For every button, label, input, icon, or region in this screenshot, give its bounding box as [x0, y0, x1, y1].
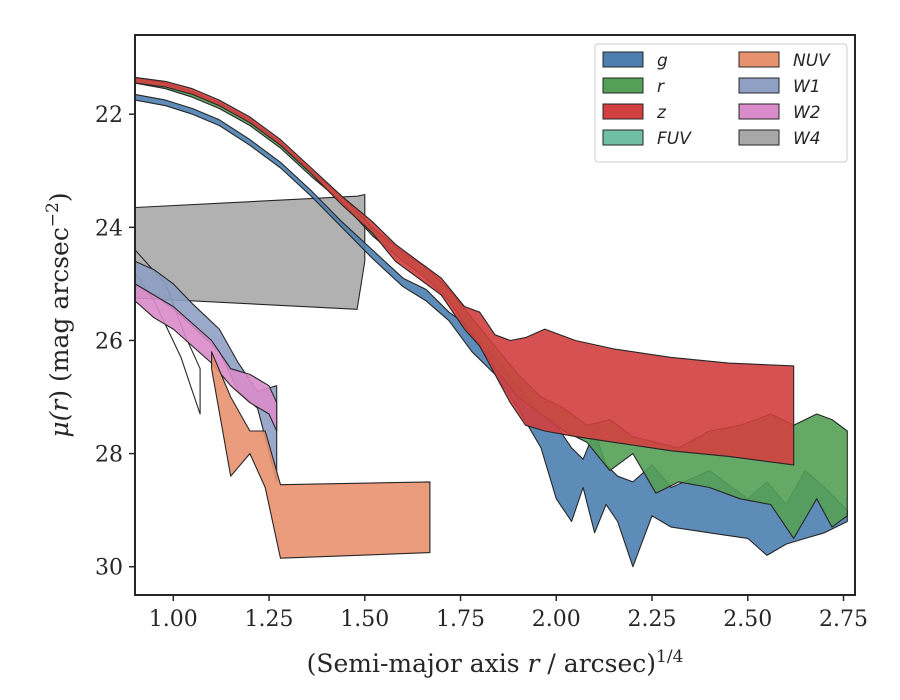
series-layer	[135, 76, 848, 568]
legend-label-z: z	[656, 103, 667, 123]
legend-swatch-w4	[738, 129, 780, 146]
x-tick-label: 2.75	[819, 607, 868, 632]
y-tick-label: 22	[95, 103, 123, 128]
y-tick-label: 28	[95, 443, 123, 468]
x-tick-label: 2.25	[628, 607, 677, 632]
legend-swatch-z	[602, 103, 644, 120]
series-band-nuv	[211, 351, 431, 559]
series-band-fuv	[135, 249, 201, 415]
legend-swatch-g	[602, 51, 644, 68]
legend-label-nuv: NUV	[793, 51, 831, 71]
series-band-w4	[135, 193, 366, 310]
x-tick-label: 2.50	[723, 607, 772, 632]
legend-label-fuv: FUV	[657, 129, 692, 149]
x-tick-label: 2.00	[532, 607, 581, 632]
legend-label-r: r	[657, 77, 665, 97]
x-tick-label: 1.50	[340, 607, 389, 632]
legend-swatch-r	[602, 77, 644, 94]
y-tick-label: 30	[95, 556, 123, 581]
series-band-g	[135, 93, 848, 568]
x-tick-label: 1.25	[245, 607, 294, 632]
axes-layer: 1.00 1.25 1.50 1.75 2.00 2.25 2.50 2.75 22 24 26 28…	[95, 34, 868, 632]
y-axis-title: μ(r) (mag arcsec−2)	[43, 192, 74, 437]
legend: grz FUV NUV W1 W2 W4	[594, 43, 848, 163]
legend-swatch-nuv	[738, 51, 780, 68]
legend-swatch-w2	[738, 103, 780, 120]
y-tick-label: 26	[95, 329, 123, 354]
x-axis-title: (Semi-major axis r / arcsec)1/4	[307, 647, 684, 678]
x-tick-label: 1.75	[436, 607, 485, 632]
x-tick-label: 1.00	[149, 607, 198, 632]
legend-swatch-w1	[738, 77, 780, 94]
y-tick-label: 24	[95, 216, 123, 241]
legend-label-g: g	[657, 51, 668, 71]
legend-label-w4: W4	[793, 129, 821, 149]
legend-label-w1: W1	[793, 77, 821, 97]
plot-frame	[134, 34, 856, 596]
legend-label-w2: W2	[793, 103, 821, 123]
legend-swatch-fuv	[602, 129, 644, 146]
series-band-w2	[135, 283, 278, 432]
series-band-z	[135, 76, 795, 466]
